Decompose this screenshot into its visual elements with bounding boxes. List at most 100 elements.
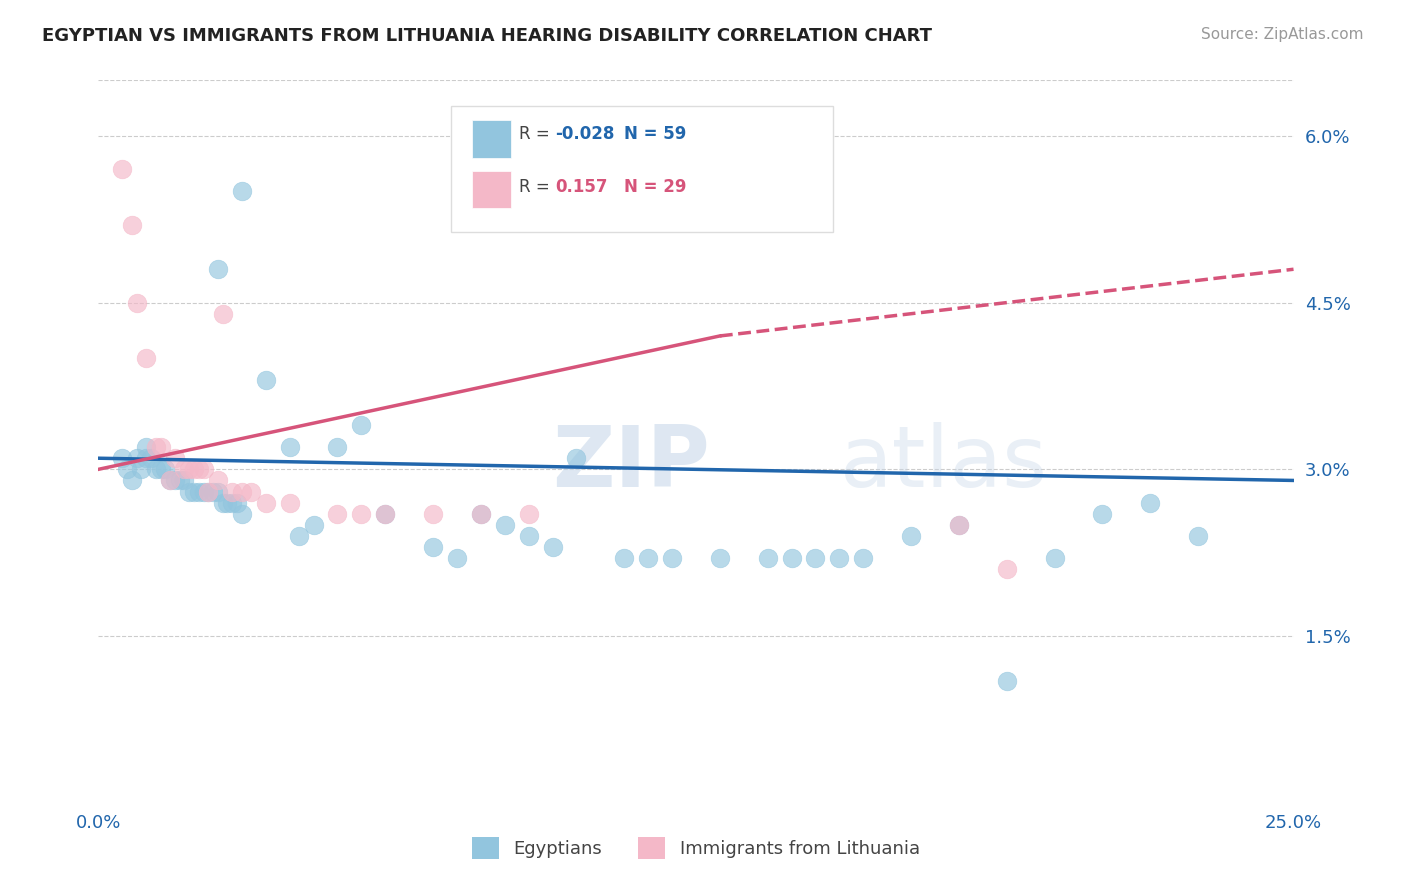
Text: R =: R =: [519, 178, 561, 196]
Point: [202, 484, 225, 499]
Point: [207, 262, 229, 277]
Point: [1043, 551, 1066, 566]
Point: [446, 551, 468, 566]
Point: [240, 484, 263, 499]
Point: [1139, 496, 1161, 510]
FancyBboxPatch shape: [451, 105, 834, 232]
Point: [637, 551, 659, 566]
Point: [183, 484, 205, 499]
Point: [422, 540, 444, 554]
Point: [111, 162, 134, 177]
Point: [709, 551, 731, 566]
Text: R =: R =: [519, 126, 555, 144]
Text: N = 29: N = 29: [624, 178, 686, 196]
Point: [326, 507, 349, 521]
Point: [149, 462, 172, 476]
Point: [183, 462, 205, 476]
Point: [173, 462, 195, 476]
Point: [139, 451, 162, 466]
Point: [211, 307, 233, 321]
Point: [804, 551, 827, 566]
Point: [179, 462, 201, 476]
Point: [163, 451, 186, 466]
Point: [135, 351, 157, 366]
Point: [197, 484, 219, 499]
Point: [302, 517, 325, 532]
Point: [756, 551, 779, 566]
Point: [149, 440, 172, 454]
Point: [115, 462, 138, 476]
Point: [288, 529, 311, 543]
Point: [217, 496, 239, 510]
Point: [350, 507, 373, 521]
Point: [231, 185, 253, 199]
Point: [852, 551, 875, 566]
Text: atlas: atlas: [839, 422, 1047, 505]
Point: [326, 440, 349, 454]
Point: [494, 517, 516, 532]
Point: [661, 551, 683, 566]
Point: [207, 474, 229, 488]
Point: [221, 496, 243, 510]
Text: ZIP: ZIP: [553, 422, 710, 505]
Point: [131, 462, 153, 476]
Point: [374, 507, 396, 521]
Point: [179, 484, 201, 499]
FancyBboxPatch shape: [472, 120, 510, 158]
Point: [211, 496, 233, 510]
Point: [517, 507, 540, 521]
Point: [517, 529, 540, 543]
Point: [900, 529, 922, 543]
Point: [278, 440, 301, 454]
Point: [226, 496, 249, 510]
Point: [135, 440, 157, 454]
Point: [470, 507, 492, 521]
Point: [1091, 507, 1114, 521]
Point: [111, 451, 134, 466]
Point: [828, 551, 851, 566]
Text: Source: ZipAtlas.com: Source: ZipAtlas.com: [1201, 27, 1364, 42]
Point: [1187, 529, 1209, 543]
Point: [121, 218, 143, 232]
Point: [995, 673, 1018, 688]
Legend: Egyptians, Immigrants from Lithuania: Egyptians, Immigrants from Lithuania: [465, 830, 927, 866]
Point: [374, 507, 396, 521]
Point: [193, 462, 215, 476]
Point: [173, 474, 195, 488]
FancyBboxPatch shape: [472, 170, 510, 208]
Point: [125, 451, 148, 466]
Point: [948, 517, 970, 532]
Point: [193, 484, 215, 499]
Point: [145, 440, 167, 454]
Text: -0.028: -0.028: [555, 126, 614, 144]
Point: [565, 451, 588, 466]
Point: [159, 474, 181, 488]
Point: [278, 496, 301, 510]
Point: [613, 551, 636, 566]
Point: [995, 562, 1018, 576]
Point: [254, 496, 277, 510]
Point: [221, 484, 243, 499]
Point: [125, 295, 148, 310]
Point: [121, 474, 143, 488]
Text: N = 59: N = 59: [624, 126, 686, 144]
Text: EGYPTIAN VS IMMIGRANTS FROM LITHUANIA HEARING DISABILITY CORRELATION CHART: EGYPTIAN VS IMMIGRANTS FROM LITHUANIA HE…: [42, 27, 932, 45]
Point: [155, 462, 177, 476]
Point: [470, 507, 492, 521]
Point: [169, 474, 191, 488]
Point: [207, 484, 229, 499]
Point: [187, 462, 209, 476]
Text: 0.157: 0.157: [555, 178, 607, 196]
Point: [135, 451, 157, 466]
Point: [145, 462, 167, 476]
Point: [350, 417, 373, 432]
Point: [422, 507, 444, 521]
Point: [231, 484, 253, 499]
Point: [231, 507, 253, 521]
Point: [948, 517, 970, 532]
Point: [159, 474, 181, 488]
Point: [541, 540, 564, 554]
Point: [163, 474, 186, 488]
Point: [780, 551, 803, 566]
Point: [197, 484, 219, 499]
